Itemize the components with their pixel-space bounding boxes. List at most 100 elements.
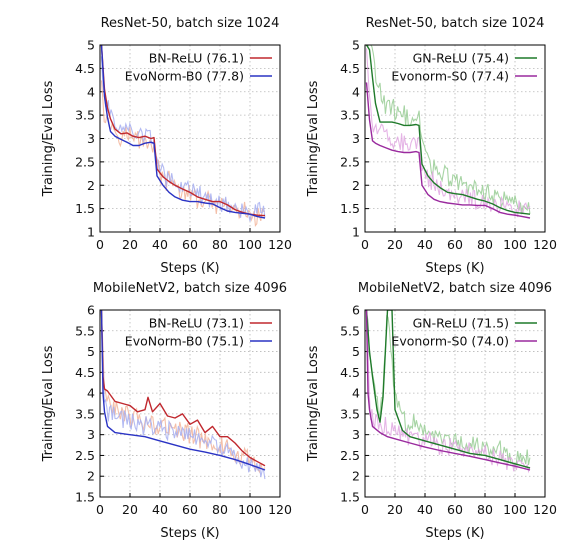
x-tick-label: 40 [417,502,433,517]
x-tick-label: 0 [361,502,369,517]
x-axis-label: Steps (K) [160,526,219,541]
chart-panel-4: MobileNetV2, batch size 4096 0 20 40 60 80 100… [306,281,557,541]
series-1-eval-line [365,310,531,469]
x-tick-label: 0 [96,502,104,517]
plot-frame [364,309,546,498]
series-2-eval-line [100,310,266,471]
y-tick-label: 2 [352,178,360,193]
legend-label: Evonorm-S0 (77.4) [391,69,509,84]
x-tick-label: 80 [477,502,493,517]
plot-area [365,45,531,219]
y-tick-label: 2.5 [340,448,360,463]
series-1-eval-line [100,310,266,467]
series-2-eval-line [365,310,531,471]
legend-label: GN-ReLU (75.4) [413,51,509,66]
y-tick-label: 1.5 [340,490,360,505]
series-2-training-line [365,48,531,218]
x-tick-label: 100 [503,237,527,252]
y-tick-label: 5 [352,38,360,53]
chart-title: ResNet-50, batch size 1024 [366,16,545,31]
y-tick-label: 2.5 [75,154,95,169]
y-tick-label: 3.5 [340,108,360,123]
x-tick-label: 20 [387,502,403,517]
x-tick-label: 120 [268,237,292,252]
y-tick-label: 1.5 [75,490,95,505]
y-tick-label: 4 [352,386,360,401]
x-tick-label: 60 [447,502,463,517]
chart-title: MobileNetV2, batch size 4096 [93,281,287,296]
series-1-training-line [366,45,531,214]
y-tick-label: 4.5 [75,365,95,380]
x-axis-label: Steps (K) [160,261,219,276]
x-tick-label: 120 [533,502,557,517]
x-tick-label: 40 [417,237,433,252]
x-tick-label: 60 [182,502,198,517]
x-tick-label: 120 [268,502,292,517]
y-tick-label: 5 [87,344,95,359]
y-tick-label: 3.5 [75,108,95,123]
y-axis-label: Training/Eval Loss [41,345,56,462]
x-tick-label: 100 [238,237,262,252]
plot-area [100,45,266,228]
legend-label: GN-ReLU (71.5) [413,316,509,331]
chart-title: ResNet-50, batch size 1024 [101,16,280,31]
y-tick-label: 5.5 [75,323,95,338]
y-tick-label: 2.5 [340,154,360,169]
y-tick-label: 1 [87,225,95,240]
x-axis-label: Steps (K) [425,261,484,276]
y-tick-label: 3.5 [75,406,95,421]
legend-label: EvoNorm-B0 (75.1) [125,334,244,349]
x-tick-label: 120 [533,237,557,252]
y-tick-label: 4.5 [340,365,360,380]
x-tick-label: 40 [152,237,168,252]
legend-label: BN-ReLU (76.1) [149,51,244,66]
series-2-eval-line [365,82,531,219]
x-tick-label: 60 [447,237,463,252]
chart-title: MobileNetV2, batch size 4096 [358,281,552,296]
y-tick-label: 4.5 [75,61,95,76]
x-tick-label: 80 [477,237,493,252]
y-tick-label: 1.5 [340,201,360,216]
y-tick-label: 5 [87,38,95,53]
series-1-training-line [100,311,266,474]
x-tick-label: 0 [361,237,369,252]
y-tick-label: 4 [87,386,95,401]
x-tick-label: 0 [96,237,104,252]
x-tick-label: 20 [122,502,138,517]
x-tick-label: 20 [387,237,403,252]
y-tick-label: 2 [87,469,95,484]
y-tick-label: 4 [87,84,95,99]
y-tick-label: 3.5 [340,406,360,421]
y-tick-label: 3 [87,131,95,146]
x-tick-label: 80 [212,502,228,517]
plot-area [365,310,531,474]
y-tick-label: 5 [352,344,360,359]
x-axis-label: Steps (K) [425,526,484,541]
x-tick-label: 100 [503,502,527,517]
series-2-training-line [100,314,266,480]
y-axis-label: Training/Eval Loss [306,80,321,197]
x-tick-label: 80 [212,237,228,252]
y-tick-label: 3 [352,427,360,442]
y-tick-label: 1.5 [75,201,95,216]
y-tick-label: 3 [87,427,95,442]
y-axis-label: Training/Eval Loss [306,345,321,462]
x-tick-label: 60 [182,237,198,252]
y-tick-label: 3 [352,131,360,146]
y-tick-label: 6 [352,303,360,318]
y-tick-label: 4.5 [340,61,360,76]
series-1-eval-line [100,45,266,217]
y-tick-label: 4 [352,84,360,99]
series-2-eval-line [100,45,266,219]
legend-label: Evonorm-S0 (74.0) [391,334,509,349]
y-tick-label: 2.5 [75,448,95,463]
x-tick-label: 40 [152,502,168,517]
plot-frame [364,44,546,233]
chart-panel-3: MobileNetV2, batch size 4096 0 20 40 60 80 100… [41,281,292,541]
plot-frame [99,309,281,498]
series-1-eval-line [365,45,531,215]
chart-panel-2: ResNet-50, batch size 1024 0 20 40 60 80 100 12… [306,16,557,276]
y-tick-label: 6 [87,303,95,318]
y-tick-label: 5.5 [340,323,360,338]
